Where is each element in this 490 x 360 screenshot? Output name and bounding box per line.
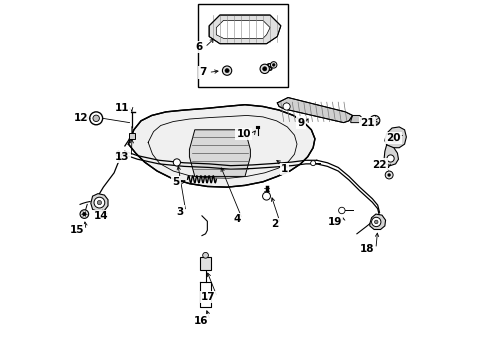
Circle shape <box>263 67 267 71</box>
Circle shape <box>370 116 380 126</box>
Circle shape <box>283 103 290 110</box>
Text: 4: 4 <box>233 215 241 224</box>
FancyBboxPatch shape <box>200 257 211 270</box>
Circle shape <box>80 210 89 219</box>
Polygon shape <box>370 214 386 229</box>
Circle shape <box>263 192 270 200</box>
Polygon shape <box>190 130 250 176</box>
Text: 21: 21 <box>360 118 375 128</box>
Circle shape <box>270 62 277 68</box>
Polygon shape <box>91 194 108 212</box>
Circle shape <box>116 151 121 156</box>
Circle shape <box>94 197 105 208</box>
Circle shape <box>90 112 102 125</box>
Circle shape <box>387 155 394 162</box>
Text: 22: 22 <box>372 159 387 170</box>
Circle shape <box>388 174 391 176</box>
Text: 5: 5 <box>172 177 180 187</box>
Text: 17: 17 <box>201 292 216 302</box>
Circle shape <box>203 252 208 258</box>
Text: 6: 6 <box>196 42 203 52</box>
Text: 18: 18 <box>360 244 374 254</box>
Text: 14: 14 <box>94 211 108 221</box>
Circle shape <box>311 161 316 166</box>
Text: 10: 10 <box>237 129 251 139</box>
FancyBboxPatch shape <box>129 133 135 139</box>
Text: 12: 12 <box>74 113 88 123</box>
Circle shape <box>173 159 180 166</box>
Circle shape <box>225 68 229 73</box>
Circle shape <box>260 64 270 73</box>
Text: 16: 16 <box>194 316 208 325</box>
Circle shape <box>93 115 99 122</box>
Text: 13: 13 <box>115 152 129 162</box>
Text: 3: 3 <box>177 207 184 217</box>
Text: 15: 15 <box>70 225 84 235</box>
Text: 11: 11 <box>115 103 129 113</box>
Polygon shape <box>351 116 362 123</box>
Circle shape <box>272 63 275 66</box>
Text: 8: 8 <box>266 63 272 73</box>
Circle shape <box>374 220 378 224</box>
Bar <box>198 4 288 87</box>
Circle shape <box>222 66 232 75</box>
Circle shape <box>97 201 101 205</box>
Text: 2: 2 <box>271 219 279 229</box>
Polygon shape <box>385 127 406 148</box>
Polygon shape <box>209 15 281 44</box>
Text: 9: 9 <box>297 118 304 128</box>
Circle shape <box>385 171 393 179</box>
Circle shape <box>371 217 381 226</box>
Circle shape <box>339 207 345 214</box>
Polygon shape <box>277 98 353 123</box>
Circle shape <box>392 136 396 139</box>
Circle shape <box>390 134 398 142</box>
Text: 20: 20 <box>387 133 401 143</box>
Polygon shape <box>384 145 398 166</box>
Polygon shape <box>216 21 270 39</box>
Text: 7: 7 <box>199 67 207 77</box>
Polygon shape <box>128 105 315 187</box>
Text: 1: 1 <box>281 164 288 174</box>
Text: 19: 19 <box>327 217 342 227</box>
Circle shape <box>82 212 86 216</box>
